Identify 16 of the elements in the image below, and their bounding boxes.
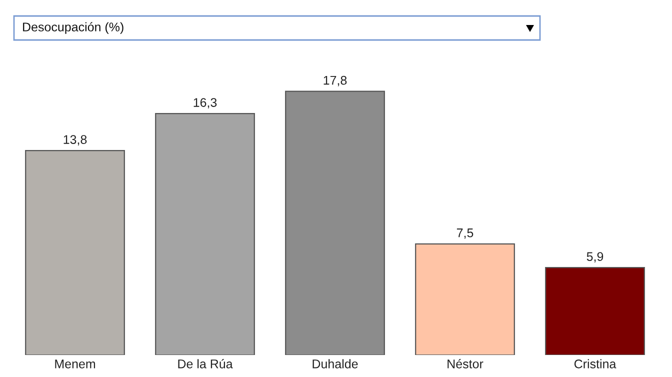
- bar: [155, 113, 255, 355]
- data-label: 17,8: [324, 76, 347, 86]
- bar: [545, 267, 645, 355]
- data-label: 5,9: [586, 252, 604, 262]
- bar: [415, 243, 515, 355]
- x-tick-label: De la Rúa: [178, 359, 233, 368]
- x-tick-label: Menem: [55, 360, 96, 368]
- bar: [285, 90, 385, 355]
- data-label: 16,3: [194, 98, 217, 108]
- data-label: 13,8: [64, 135, 87, 146]
- data-label: 7,5: [456, 228, 474, 239]
- bar: [25, 150, 125, 355]
- x-tick-label: Néstor: [448, 359, 484, 368]
- chart-title: Desocupación (%): [23, 22, 124, 34]
- x-tick-label: Duhalde: [312, 359, 358, 368]
- x-tick-label: Cristina: [574, 359, 616, 368]
